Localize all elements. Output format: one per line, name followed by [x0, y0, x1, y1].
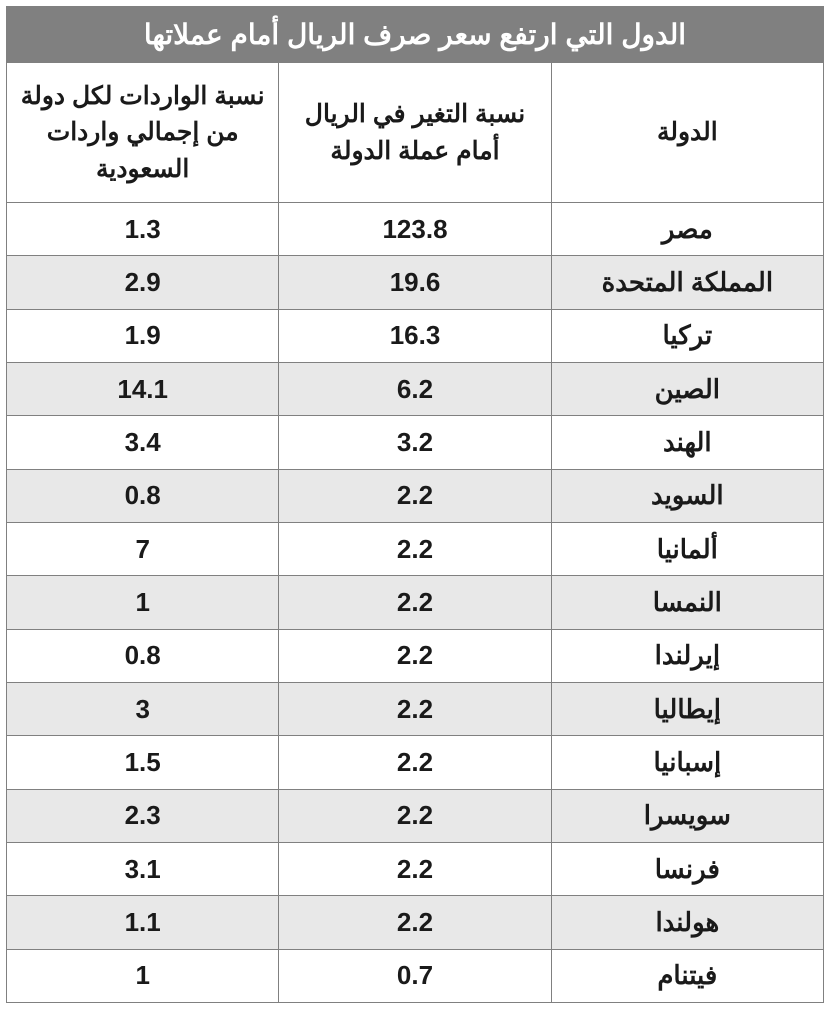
table-row: إيطاليا2.23 [7, 682, 824, 735]
cell-country: فرنسا [551, 842, 823, 895]
header-import-share: نسبة الواردات لكل دولة من إجمالي واردات … [7, 63, 279, 203]
cell-country: فيتنام [551, 949, 823, 1002]
table-row: فيتنام0.71 [7, 949, 824, 1002]
cell-country: الصين [551, 362, 823, 415]
cell-change: 2.2 [279, 842, 551, 895]
cell-change: 2.2 [279, 629, 551, 682]
cell-import-share: 2.3 [7, 789, 279, 842]
table-row: سويسرا2.22.3 [7, 789, 824, 842]
table-wrapper: الدول التي ارتفع سعر صرف الريال أمام عمل… [0, 0, 830, 1009]
table-row: تركيا16.31.9 [7, 309, 824, 362]
cell-change: 2.2 [279, 896, 551, 949]
cell-country: المملكة المتحدة [551, 256, 823, 309]
cell-country: هولندا [551, 896, 823, 949]
cell-change: 2.2 [279, 576, 551, 629]
cell-import-share: 0.8 [7, 469, 279, 522]
table-row: النمسا2.21 [7, 576, 824, 629]
cell-country: النمسا [551, 576, 823, 629]
cell-import-share: 3.4 [7, 416, 279, 469]
cell-import-share: 14.1 [7, 362, 279, 415]
header-row: الدولة نسبة التغير في الريال أمام عملة ا… [7, 63, 824, 203]
table-row: فرنسا2.23.1 [7, 842, 824, 895]
cell-import-share: 2.9 [7, 256, 279, 309]
cell-import-share: 7 [7, 522, 279, 575]
cell-country: السويد [551, 469, 823, 522]
cell-change: 16.3 [279, 309, 551, 362]
currency-table: الدول التي ارتفع سعر صرف الريال أمام عمل… [6, 6, 824, 1003]
table-row: الصين6.214.1 [7, 362, 824, 415]
cell-change: 123.8 [279, 203, 551, 256]
table-row: الهند3.23.4 [7, 416, 824, 469]
cell-import-share: 1 [7, 949, 279, 1002]
cell-change: 3.2 [279, 416, 551, 469]
table-row: ألمانيا2.27 [7, 522, 824, 575]
cell-change: 2.2 [279, 469, 551, 522]
cell-change: 19.6 [279, 256, 551, 309]
table-title: الدول التي ارتفع سعر صرف الريال أمام عمل… [7, 7, 824, 63]
cell-import-share: 1 [7, 576, 279, 629]
table-row: المملكة المتحدة19.62.9 [7, 256, 824, 309]
cell-import-share: 1.9 [7, 309, 279, 362]
table-row: هولندا2.21.1 [7, 896, 824, 949]
table-row: السويد2.20.8 [7, 469, 824, 522]
cell-import-share: 0.8 [7, 629, 279, 682]
title-row: الدول التي ارتفع سعر صرف الريال أمام عمل… [7, 7, 824, 63]
cell-import-share: 1.3 [7, 203, 279, 256]
cell-change: 0.7 [279, 949, 551, 1002]
cell-country: إيرلندا [551, 629, 823, 682]
cell-change: 2.2 [279, 736, 551, 789]
cell-country: إيطاليا [551, 682, 823, 735]
table-row: إيرلندا2.20.8 [7, 629, 824, 682]
cell-import-share: 3 [7, 682, 279, 735]
cell-country: مصر [551, 203, 823, 256]
table-body: مصر123.81.3المملكة المتحدة19.62.9تركيا16… [7, 203, 824, 1003]
cell-change: 2.2 [279, 682, 551, 735]
cell-import-share: 3.1 [7, 842, 279, 895]
cell-country: سويسرا [551, 789, 823, 842]
cell-country: الهند [551, 416, 823, 469]
table-row: مصر123.81.3 [7, 203, 824, 256]
header-country: الدولة [551, 63, 823, 203]
cell-change: 2.2 [279, 522, 551, 575]
cell-change: 2.2 [279, 789, 551, 842]
cell-country: إسبانيا [551, 736, 823, 789]
header-change: نسبة التغير في الريال أمام عملة الدولة [279, 63, 551, 203]
cell-change: 6.2 [279, 362, 551, 415]
cell-country: ألمانيا [551, 522, 823, 575]
cell-country: تركيا [551, 309, 823, 362]
table-row: إسبانيا2.21.5 [7, 736, 824, 789]
cell-import-share: 1.1 [7, 896, 279, 949]
cell-import-share: 1.5 [7, 736, 279, 789]
